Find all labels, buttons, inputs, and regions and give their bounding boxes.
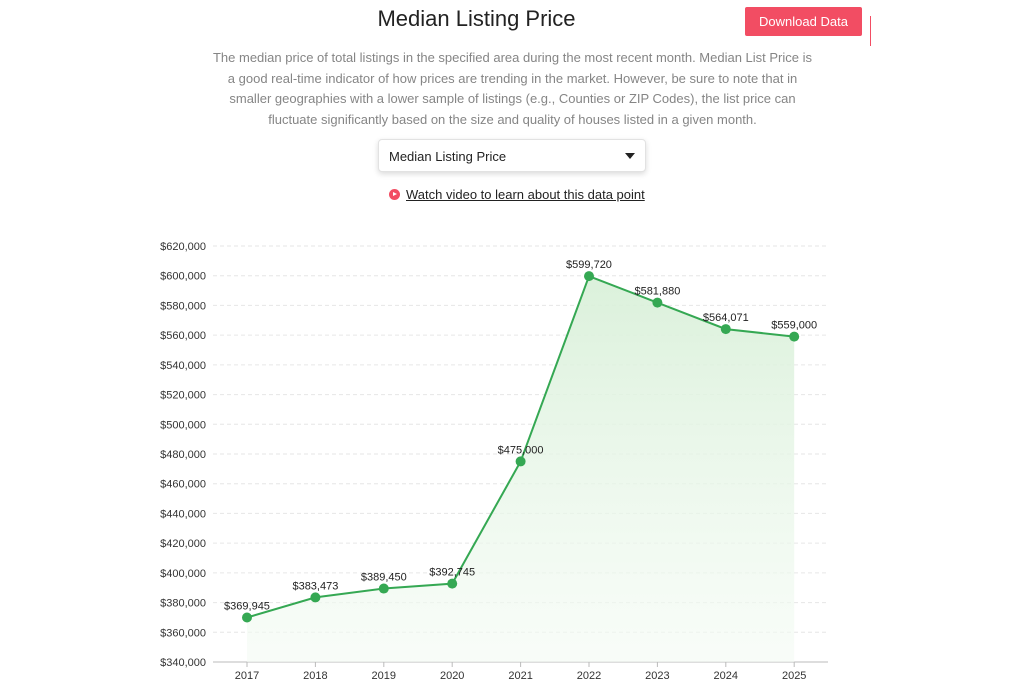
y-tick-label: $560,000 [160, 330, 206, 342]
data-label: $383,473 [292, 580, 338, 592]
data-point [447, 578, 458, 589]
play-circle-icon [389, 188, 400, 200]
data-point [789, 331, 800, 342]
x-tick-label: 2017 [235, 670, 259, 682]
accent-divider [870, 16, 871, 46]
series-area [247, 276, 795, 662]
y-tick-label: $500,000 [160, 419, 206, 431]
y-tick-label: $480,000 [160, 449, 206, 461]
y-tick-label: $620,000 [160, 241, 206, 253]
data-label: $475,000 [498, 444, 544, 456]
y-tick-label: $360,000 [160, 627, 206, 639]
metric-description: The median price of total listings in th… [212, 50, 813, 127]
data-label: $369,945 [224, 601, 270, 613]
data-point [242, 612, 252, 623]
data-point [584, 271, 594, 282]
x-tick-label: 2019 [372, 670, 396, 682]
x-tick-label: 2022 [577, 670, 601, 682]
x-tick-label: 2025 [782, 670, 806, 682]
watch-video-link[interactable]: Watch video to learn about this data poi… [389, 186, 645, 202]
y-tick-label: $400,000 [160, 568, 206, 580]
y-tick-label: $460,000 [160, 479, 206, 491]
data-point [378, 583, 389, 594]
metric-select[interactable]: Median Listing Price [378, 139, 646, 172]
data-point [515, 456, 526, 467]
data-label: $559,000 [771, 320, 817, 332]
y-tick-label: $520,000 [160, 390, 206, 402]
page-title: Median Listing Price [377, 6, 576, 31]
x-tick-label: 2021 [508, 670, 532, 682]
y-tick-label: $340,000 [160, 657, 206, 669]
y-tick-label: $420,000 [160, 538, 206, 550]
data-label: $599,720 [566, 259, 612, 271]
x-tick-label: 2024 [714, 670, 738, 682]
y-tick-label: $540,000 [160, 360, 206, 372]
y-tick-label: $580,000 [160, 300, 206, 312]
x-tick-label: 2018 [303, 670, 327, 682]
data-label: $564,071 [703, 312, 749, 324]
data-point [720, 324, 731, 335]
download-data-button[interactable]: Download Data [745, 7, 862, 36]
data-label: $389,450 [361, 572, 407, 584]
watch-video-label: Watch video to learn about this data poi… [406, 186, 645, 202]
y-tick-label: $600,000 [160, 271, 206, 283]
data-point [310, 592, 321, 603]
y-tick-label: $380,000 [160, 598, 206, 610]
y-tick-label: $440,000 [160, 508, 206, 520]
metric-select-value: Median Listing Price [389, 149, 507, 164]
x-tick-label: 2023 [645, 670, 669, 682]
data-point [652, 297, 663, 308]
data-label: $581,880 [634, 286, 680, 298]
x-tick-label: 2020 [440, 670, 464, 682]
data-label: $392,745 [429, 567, 475, 579]
caret-down-icon [625, 153, 635, 159]
